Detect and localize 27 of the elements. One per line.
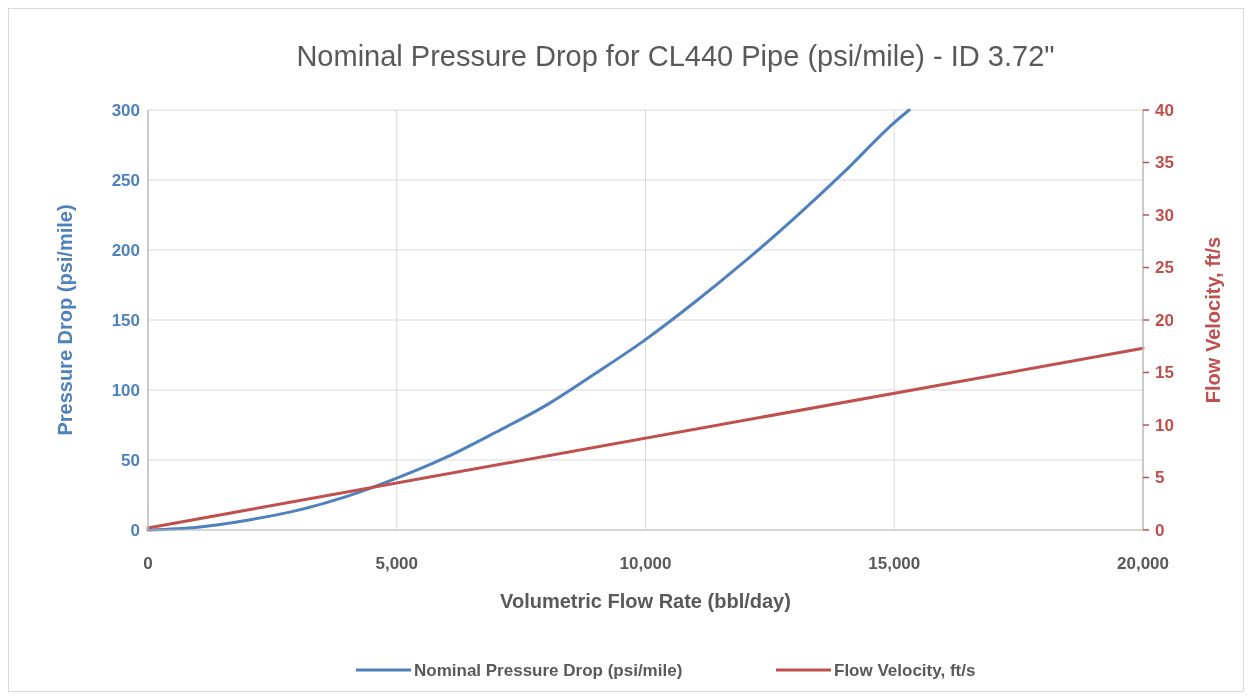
y2-axis-title: Flow Velocity, ft/s xyxy=(1202,236,1224,404)
y-tick-label: 200 xyxy=(111,240,140,260)
y2-tick-label: 0 xyxy=(1155,520,1165,540)
x-tick-label: 10,000 xyxy=(619,554,672,573)
y2-tick-label: 35 xyxy=(1155,153,1174,173)
y-tick-label: 300 xyxy=(111,100,140,120)
y2-tick-label: 15 xyxy=(1155,363,1174,383)
y-tick-label: 50 xyxy=(121,450,140,470)
x-tick-label: 15,000 xyxy=(868,554,921,573)
chart-title: Nominal Pressure Drop for CL440 Pipe (psi/mile) - ID 3.72" xyxy=(296,40,1055,72)
y2-tick-label: 30 xyxy=(1155,205,1174,225)
y2-tick-label: 10 xyxy=(1155,415,1174,435)
y2-tick-label: 20 xyxy=(1155,310,1174,330)
y-tick-label: 0 xyxy=(130,520,140,540)
y-tick-label: 250 xyxy=(111,170,140,190)
y2-tick-label: 25 xyxy=(1155,258,1174,278)
legend-label: Nominal Pressure Drop (psi/mile) xyxy=(414,660,683,680)
y2-tick-label: 40 xyxy=(1155,100,1174,120)
legend-label: Flow Velocity, ft/s xyxy=(834,660,976,680)
x-tick-label: 5,000 xyxy=(375,554,419,573)
y2-tick-label: 5 xyxy=(1155,468,1165,488)
y-tick-label: 150 xyxy=(111,310,140,330)
x-axis-title: Volumetric Flow Rate (bbl/day) xyxy=(500,590,791,612)
y-tick-label: 100 xyxy=(111,380,140,400)
y-axis-title: Pressure Drop (psi/mile) xyxy=(54,204,76,436)
x-tick-label: 0 xyxy=(143,554,153,573)
x-tick-label: 20,000 xyxy=(1117,554,1169,573)
